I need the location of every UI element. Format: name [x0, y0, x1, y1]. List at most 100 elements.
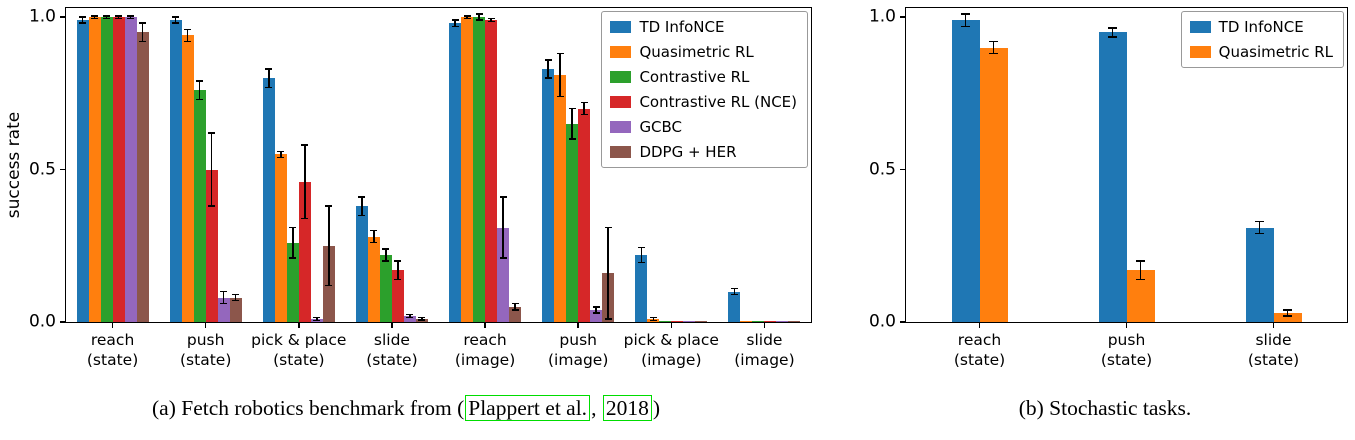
legend-item: Contrastive RL	[610, 68, 797, 86]
bar	[740, 321, 753, 322]
legend-swatch	[610, 71, 632, 83]
error-bar-cap	[1283, 315, 1292, 317]
error-bar-cap	[1283, 309, 1292, 311]
x-tick-label: push (state)	[180, 331, 232, 369]
error-bar-cap	[1136, 278, 1145, 281]
error-bar	[186, 29, 189, 42]
error-bar-cap	[325, 205, 333, 207]
error-bar-cap	[580, 113, 588, 116]
error-bar-cap	[730, 293, 738, 296]
error-bar-cap	[604, 318, 612, 320]
error-bar-cap	[370, 241, 378, 244]
y-tick-label: 0.5	[28, 159, 56, 180]
error-bar	[268, 68, 270, 88]
error-bar	[93, 15, 96, 19]
bar	[683, 321, 696, 322]
error-bar-cap	[79, 16, 87, 18]
error-bar-cap	[196, 98, 204, 101]
bar	[776, 321, 789, 322]
legend-item: TD InfoNCE	[610, 18, 797, 36]
error-bar-cap	[172, 16, 180, 18]
error-bar	[222, 291, 225, 304]
legend-item: DDPG + HER	[610, 143, 797, 161]
error-bar	[547, 59, 549, 79]
bar	[461, 17, 474, 322]
legend: TD InfoNCE Quasimetric RL	[1180, 11, 1344, 68]
error-bar-cap	[1255, 232, 1264, 235]
error-bar-cap	[961, 25, 970, 28]
error-bar-cap	[406, 316, 414, 319]
error-bar-cap	[358, 196, 366, 198]
bar	[391, 270, 404, 322]
error-bar-cap	[511, 302, 519, 305]
error-bar-cap	[499, 257, 507, 259]
bar	[355, 206, 368, 322]
error-bar-cap	[172, 22, 180, 24]
error-bar	[502, 197, 504, 258]
bar	[979, 47, 1008, 322]
error-bar-cap	[451, 19, 459, 21]
legend-item: GCBC	[610, 118, 797, 136]
x-tick-label: reach (state)	[86, 331, 139, 369]
error-bar	[361, 197, 363, 216]
error-bar	[304, 145, 306, 219]
error-bar	[640, 247, 643, 263]
legend-swatch	[610, 21, 632, 33]
caption-a-separator: ,	[591, 396, 602, 420]
error-bar-cap	[382, 260, 390, 262]
bar	[298, 181, 311, 322]
error-bar-cap	[232, 299, 240, 302]
bar	[485, 20, 498, 322]
citation-link-author[interactable]: Plappert et al.	[465, 395, 591, 421]
error-bar-cap	[103, 17, 111, 20]
legend-swatch	[610, 96, 632, 108]
error-bar-cap	[265, 68, 273, 70]
bar	[205, 169, 218, 322]
legend-item: Contrastive RL (NCE)	[610, 93, 797, 111]
error-bar-cap	[1108, 36, 1117, 38]
error-bar-cap	[1136, 260, 1145, 262]
error-bar-cap	[592, 306, 600, 308]
legend-label: Contrastive RL (NCE)	[639, 93, 797, 111]
error-bar	[385, 248, 387, 262]
bar	[728, 291, 741, 322]
x-tick-label: push (image)	[548, 331, 609, 369]
plot-area-b: 0.0 0.5 1.0 reach (state) push (state) slide …	[869, 7, 1348, 369]
x-tick-mark	[1125, 322, 1128, 328]
error-bar	[328, 206, 330, 286]
error-bar-cap	[604, 226, 612, 229]
y-tick-label: 0.0	[28, 311, 56, 332]
y-tick-mark	[60, 168, 66, 171]
y-tick-mark	[900, 321, 906, 323]
bar	[659, 321, 672, 322]
bar	[88, 17, 101, 322]
error-bar-cap	[580, 101, 588, 104]
bar	[169, 20, 182, 322]
x-tick-mark	[763, 322, 766, 328]
error-bar-cap	[208, 132, 216, 134]
error-bar	[1258, 221, 1261, 234]
error-bar-cap	[358, 214, 366, 217]
error-bar	[733, 288, 736, 295]
bar	[1273, 312, 1302, 322]
bar	[112, 17, 125, 322]
x-tick-label: slide (state)	[366, 331, 418, 369]
error-bar-cap	[487, 17, 495, 20]
error-bar-cap	[1108, 27, 1117, 29]
y-tick-mark	[60, 16, 66, 18]
error-bar	[141, 23, 144, 42]
error-bar-cap	[730, 287, 738, 290]
x-tick-mark	[1272, 322, 1275, 328]
bar	[181, 35, 194, 322]
bar	[764, 321, 777, 322]
error-bar-cap	[487, 20, 495, 23]
y-tick-label: 0.0	[868, 311, 896, 332]
error-bar-cap	[289, 257, 297, 259]
error-bar	[454, 20, 456, 27]
error-bar-cap	[463, 15, 471, 17]
citation-link-year[interactable]: 2018	[602, 395, 652, 421]
error-bar-cap	[277, 150, 285, 153]
y-tick-label: 1.0	[28, 6, 56, 27]
x-tick-mark	[978, 322, 981, 328]
